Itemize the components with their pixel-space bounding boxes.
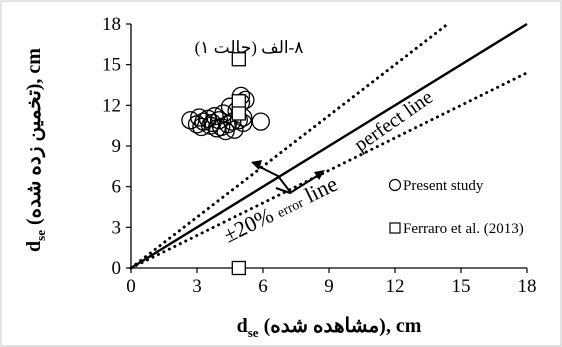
arrowhead-down-right [314, 170, 325, 180]
y-tick-label: 6 [112, 177, 122, 198]
y-tick-label: 12 [102, 95, 121, 116]
legend-present-study: Present study [403, 178, 484, 194]
legend: Present study Ferraro et al. (2013) [388, 178, 524, 237]
x-tick-label: 6 [258, 276, 268, 297]
perfect-line [130, 22, 528, 270]
y-tick-label: 0 [112, 258, 122, 279]
data-point-present-study [216, 121, 235, 141]
data-point-ferraro [231, 106, 246, 121]
y-tick-label: 3 [112, 217, 122, 238]
panel-label: ۸-الف (حالت ۱) [195, 38, 304, 57]
y-axis-title-sub: se [33, 230, 48, 241]
legend-ferraro: Ferraro et al. (2013) [403, 221, 524, 237]
error-line [129, 71, 529, 270]
data-point-present-study [251, 112, 270, 131]
data-point-present-study [205, 107, 224, 126]
data-point-ferraro [231, 260, 246, 276]
data-point-present-study [218, 115, 237, 134]
arrowhead-up-left [251, 160, 262, 170]
legend-circle-marker [388, 178, 402, 192]
y-tick-label: 15 [102, 55, 121, 76]
x-tick-label: 15 [452, 276, 471, 297]
x-tick-label: 3 [192, 276, 202, 297]
data-point-ferraro [231, 52, 246, 67]
x-axis-title-main: d [237, 315, 248, 337]
error-line-label: ±20% error line [219, 171, 341, 248]
data-point-ferraro [231, 94, 246, 109]
x-tick-label: 0 [126, 276, 136, 297]
x-axis-title-sub: se [248, 325, 259, 340]
error-arrows [251, 160, 325, 195]
y-axis-title-main: d [23, 241, 45, 252]
arrow-up-left [257, 165, 292, 194]
error-word: error [275, 196, 306, 222]
x-axis-title-rest: (مشاهده شده), cm [259, 315, 422, 337]
arrow-down-right [275, 175, 318, 195]
error-line [129, 22, 450, 270]
x-tick-label: 18 [518, 276, 537, 297]
y-tick-label: 9 [112, 136, 122, 157]
x-tick-label: 12 [386, 276, 405, 297]
y-axis-title-rest: (تخمین زده شده), cm [23, 48, 46, 230]
perfect-line-label: perfect line [350, 86, 437, 156]
legend-square-marker [389, 222, 401, 234]
x-axis-title: dse (مشاهده شده), cm [237, 315, 422, 340]
x-tick-label: 9 [324, 276, 334, 297]
y-tick-label: 18 [102, 14, 121, 35]
error-line-word: line [301, 171, 342, 208]
y-axis-title: dse (تخمین زده شده), cm [23, 48, 48, 252]
